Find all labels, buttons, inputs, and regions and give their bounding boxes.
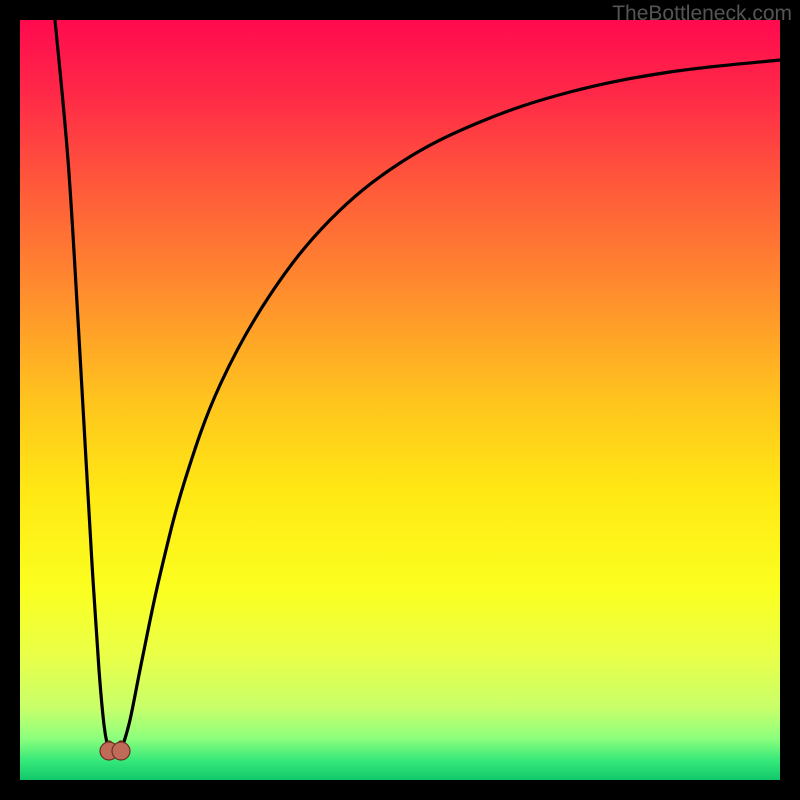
plot-area [20, 20, 780, 780]
minimum-marker [100, 741, 130, 760]
plot-svg [20, 20, 780, 780]
chart-frame: TheBottleneck.com [0, 0, 800, 800]
gradient-background [20, 20, 780, 780]
